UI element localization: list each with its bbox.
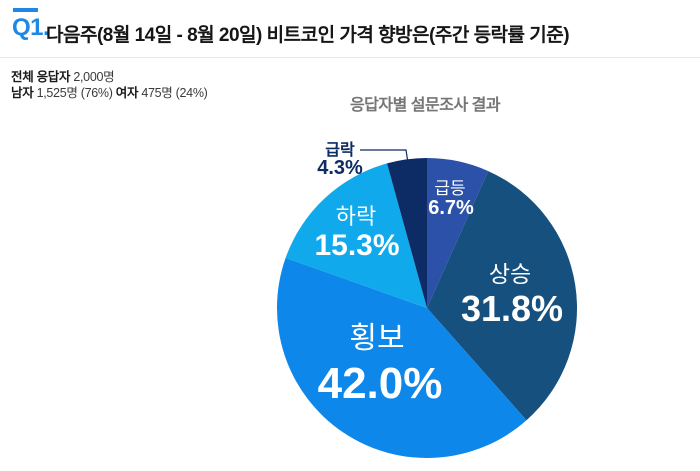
pie-slice-상승 [427, 171, 578, 421]
header-divider [0, 57, 700, 58]
slice-pct-hoengbo: 42.0% [318, 359, 443, 408]
respondent-total-label: 전체 응답자 [11, 70, 71, 84]
slice-label-geupdeung: 급등 [434, 179, 465, 198]
respondent-male-value: 1,525명 (76%) [33, 86, 116, 100]
slice-label-sangseung: 상승 [489, 261, 531, 287]
respondent-male-label: 남자 [11, 86, 34, 100]
page-title: 다음주(8월 14일 - 8월 20일) 비트코인 가격 향방은(주간 등락률 … [46, 25, 570, 46]
pie-slices [276, 158, 578, 459]
respondent-female-value: 475명 (24%) [138, 86, 208, 100]
question-number: Q1. [12, 14, 50, 41]
pie-slice-급락 [387, 158, 427, 308]
slice-pct-geupnak: 4.3% [317, 157, 363, 179]
respondent-stats: 전체 응답자 2,000명 남자 1,525명 (76%) 여자 475명 (2… [11, 69, 208, 101]
slice-pct-geupdeung: 6.7% [428, 197, 474, 219]
respondent-female-label: 여자 [115, 86, 139, 100]
chart-title: 응답자별 설문조사 결과 [349, 97, 501, 114]
question-accent-bar [13, 8, 38, 12]
slice-label-harak: 하락 [336, 204, 376, 229]
respondent-gender-line: 남자 1,525명 (76%) 여자 475명 (24%) [11, 85, 208, 101]
pie-slice-횡보 [276, 257, 527, 459]
pie-slice-급등 [427, 158, 489, 308]
callout-line [360, 149, 409, 164]
slice-pct-harak: 15.3% [314, 229, 399, 262]
respondent-total-value: 2,000명 [70, 70, 115, 84]
slice-label-hoengbo: 횡보 [349, 322, 404, 355]
slice-label-geupnak: 급락 [325, 140, 355, 159]
slice-pct-sangseung: 31.8% [461, 288, 563, 329]
respondent-total-line: 전체 응답자 2,000명 [11, 69, 208, 85]
pie-slice-하락 [285, 163, 427, 308]
